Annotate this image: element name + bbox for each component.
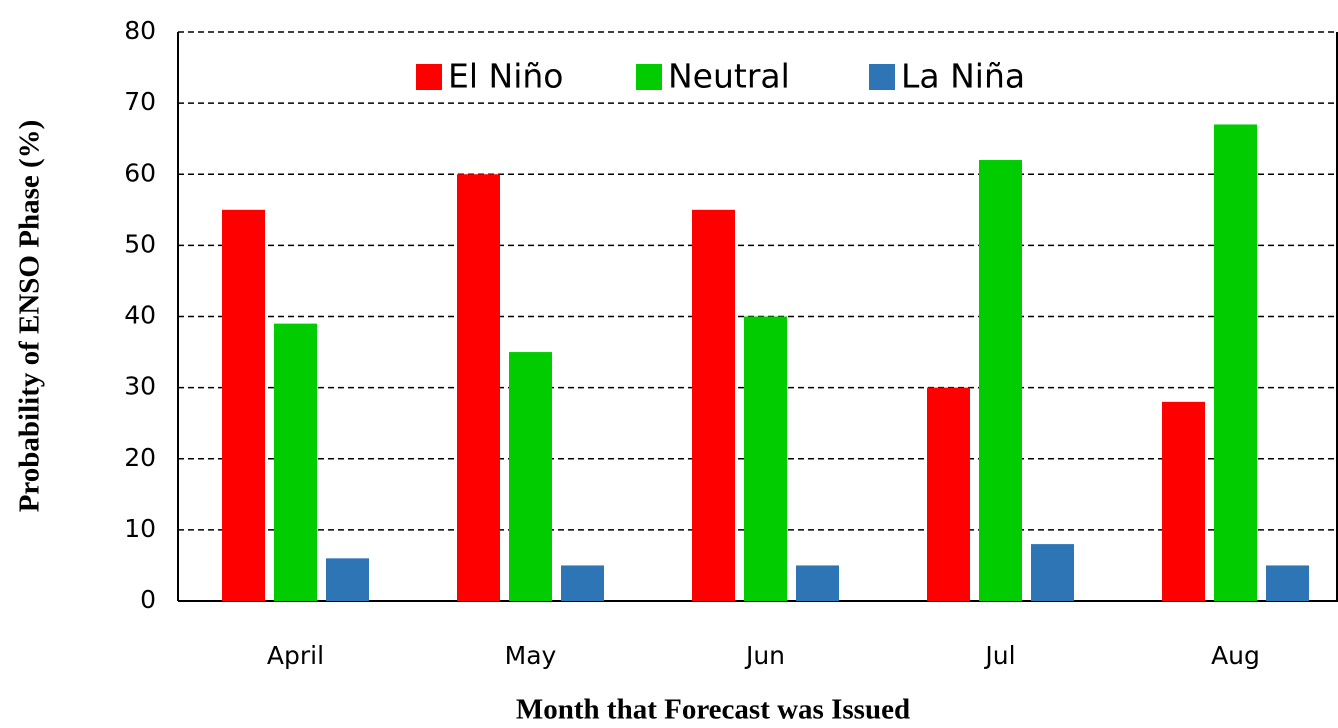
- y-tick-label: 30: [124, 372, 156, 401]
- bar: [1162, 401, 1205, 601]
- x-tick-label: May: [505, 641, 557, 670]
- bar: [222, 209, 265, 601]
- legend-swatch: [416, 64, 442, 90]
- y-tick-label: 70: [124, 87, 156, 116]
- y-tick-label: 0: [140, 585, 156, 614]
- legend-swatch: [636, 64, 662, 90]
- bar: [796, 565, 839, 601]
- bar: [1214, 124, 1257, 602]
- bar: [457, 174, 500, 601]
- x-tick-label: Jul: [983, 641, 1015, 670]
- legend-label: Neutral: [668, 57, 790, 96]
- x-axis-title: Month that Forecast was Issued: [516, 694, 910, 726]
- legend-label: El Niño: [448, 57, 563, 96]
- bar: [1031, 544, 1074, 601]
- bar: [274, 323, 317, 601]
- bar: [927, 387, 970, 601]
- y-tick-label: 80: [124, 16, 156, 45]
- bar: [326, 558, 369, 601]
- bar: [979, 160, 1022, 601]
- x-tick-label: Jun: [744, 641, 785, 670]
- bar: [561, 565, 604, 601]
- bar: [744, 316, 787, 601]
- legend-label: La Niña: [901, 57, 1025, 96]
- legend-swatch: [869, 64, 895, 90]
- bar: [692, 209, 735, 601]
- bar: [1266, 565, 1309, 601]
- y-tick-label: 40: [124, 301, 156, 330]
- y-tick-label: 50: [124, 229, 156, 258]
- x-tick-label: Aug: [1211, 641, 1260, 670]
- y-tick-label: 20: [124, 443, 156, 472]
- y-axis-title: Probability of ENSO Phase (%): [14, 120, 46, 513]
- y-tick-label: 10: [124, 514, 156, 543]
- y-tick-label: 60: [124, 158, 156, 187]
- bar: [509, 352, 552, 601]
- x-tick-label: April: [267, 641, 324, 670]
